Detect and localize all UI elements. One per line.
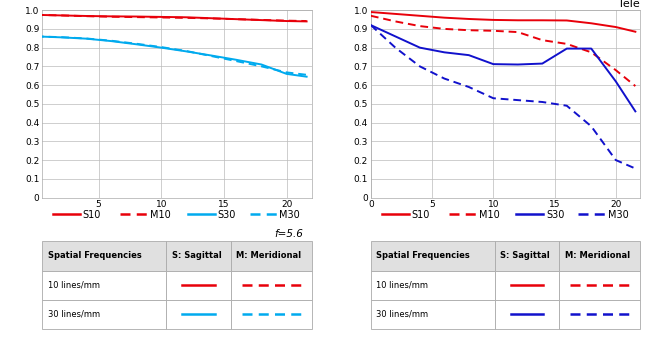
Text: 30 lines/mm: 30 lines/mm <box>376 310 428 319</box>
Bar <box>371 271 495 300</box>
Bar <box>166 271 231 300</box>
Text: M: Meridional: M: Meridional <box>236 252 302 260</box>
Text: S10: S10 <box>411 210 430 220</box>
Bar <box>42 241 166 271</box>
Bar <box>560 300 640 328</box>
Text: Spatial Frequencies: Spatial Frequencies <box>47 252 142 260</box>
Text: M30: M30 <box>608 210 629 220</box>
Bar <box>371 241 495 271</box>
Text: S30: S30 <box>217 210 236 220</box>
Bar <box>231 300 311 328</box>
Text: M10: M10 <box>150 210 171 220</box>
Bar <box>560 271 640 300</box>
Text: 10 lines/mm: 10 lines/mm <box>47 281 99 290</box>
Text: M: Meridional: M: Meridional <box>565 252 630 260</box>
Text: S: Sagittal: S: Sagittal <box>172 252 221 260</box>
Text: M30: M30 <box>280 210 300 220</box>
Bar <box>495 300 560 328</box>
Text: 30 lines/mm: 30 lines/mm <box>47 310 99 319</box>
Bar <box>42 271 166 300</box>
Text: S10: S10 <box>83 210 101 220</box>
Text: f=5.6: f=5.6 <box>275 229 304 239</box>
Text: S30: S30 <box>546 210 564 220</box>
Text: Tele: Tele <box>619 0 640 9</box>
Bar <box>371 300 495 328</box>
Text: S: Sagittal: S: Sagittal <box>500 252 550 260</box>
Bar <box>495 271 560 300</box>
Bar <box>231 241 311 271</box>
Text: Spatial Frequencies: Spatial Frequencies <box>376 252 470 260</box>
Bar <box>231 271 311 300</box>
Bar <box>560 241 640 271</box>
Bar <box>166 241 231 271</box>
Text: 10 lines/mm: 10 lines/mm <box>376 281 428 290</box>
Text: M10: M10 <box>478 210 499 220</box>
Bar <box>42 300 166 328</box>
Bar <box>166 300 231 328</box>
Bar <box>495 241 560 271</box>
